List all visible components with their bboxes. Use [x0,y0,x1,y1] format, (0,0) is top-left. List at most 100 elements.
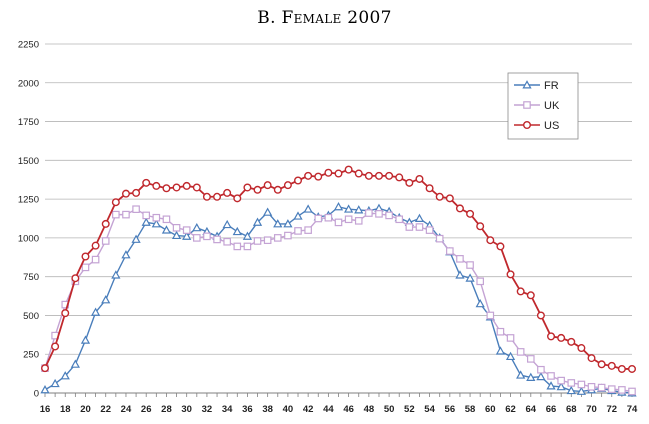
data-point [536,371,546,381]
x-tick-label: 44 [323,404,334,415]
data-point [213,192,222,201]
data-point [365,209,373,217]
x-tick-label: 26 [141,404,152,415]
data-point [526,372,536,381]
chart-title: B. Female 2007 [257,8,392,28]
x-tick-label: 16 [40,404,51,415]
data-point [41,364,50,373]
x-tick-label: 64 [526,404,537,415]
data-point [395,215,404,224]
x-tick-label: 52 [404,404,415,415]
data-point [141,217,151,226]
data-point [375,210,383,218]
data-point [486,236,495,245]
data-point [557,376,565,385]
data-point [496,327,505,336]
legend-label: UK [544,100,560,112]
y-tick-label: 1000 [18,233,39,244]
y-tick-label: 1500 [18,156,39,167]
x-tick-label: 18 [60,404,71,415]
data-point [324,213,333,222]
y-tick-label: 2250 [18,40,39,51]
x-tick-label: 38 [262,404,273,415]
data-point [172,183,181,192]
data-point [415,223,424,231]
legend-label: US [544,120,559,132]
data-point [374,171,383,180]
data-point [233,242,242,251]
x-tick-label: 34 [222,404,233,415]
data-point [60,371,70,380]
data-point [475,298,485,308]
x-tick-label: 24 [121,404,132,415]
data-point [607,361,616,370]
data-point [547,372,555,380]
data-point [142,211,151,220]
data-point [476,222,485,231]
data-point [122,210,130,219]
data-point [132,188,141,197]
series-us [41,165,637,373]
data-point [232,226,242,236]
x-tick-label: 20 [80,404,91,415]
data-point [61,309,70,318]
data-point [505,351,516,361]
data-point [80,335,91,344]
data-point [587,382,596,391]
data-point [303,204,313,213]
data-point [243,183,252,192]
x-tick-label: 46 [343,404,354,415]
data-point [71,274,80,283]
data-point [495,346,506,355]
data-point [526,291,535,300]
x-tick-label: 48 [364,404,375,415]
data-point [523,101,531,109]
y-tick-label: 1750 [18,117,39,128]
data-point [161,225,172,234]
data-point [577,344,586,353]
data-point [496,242,505,251]
data-point [152,181,161,190]
data-point [364,171,373,180]
data-point [506,334,515,342]
data-point [294,227,302,235]
data-point [314,214,323,223]
x-tick-label: 40 [283,404,294,415]
y-tick-label: 500 [23,311,39,322]
x-tick-label: 28 [161,404,172,415]
x-tick-label: 58 [465,404,476,415]
data-point [304,226,312,234]
data-point [455,270,465,279]
data-point [435,192,444,201]
data-point [101,295,111,304]
x-tick-label: 22 [100,404,111,415]
series-line [44,208,633,393]
data-point [132,205,140,213]
legend-box [507,72,579,140]
data-point [233,194,242,203]
data-point [51,342,60,351]
data-point [344,215,353,224]
data-point [81,263,90,272]
data-point [445,194,454,203]
data-point [476,277,484,286]
data-point [354,169,363,178]
data-point [213,235,221,244]
data-point [283,181,292,190]
series-uk [41,205,636,396]
data-point [506,270,515,279]
data-point [425,226,434,234]
x-tick-label: 32 [202,404,213,415]
data-point [617,364,626,373]
data-point [182,226,191,234]
data-point [618,386,626,394]
legend-item-fr: FR [514,80,559,92]
data-point [537,365,545,374]
data-point [70,359,80,368]
data-point [131,234,141,243]
data-point [628,387,636,396]
data-point [556,381,566,391]
series-line [44,206,633,394]
